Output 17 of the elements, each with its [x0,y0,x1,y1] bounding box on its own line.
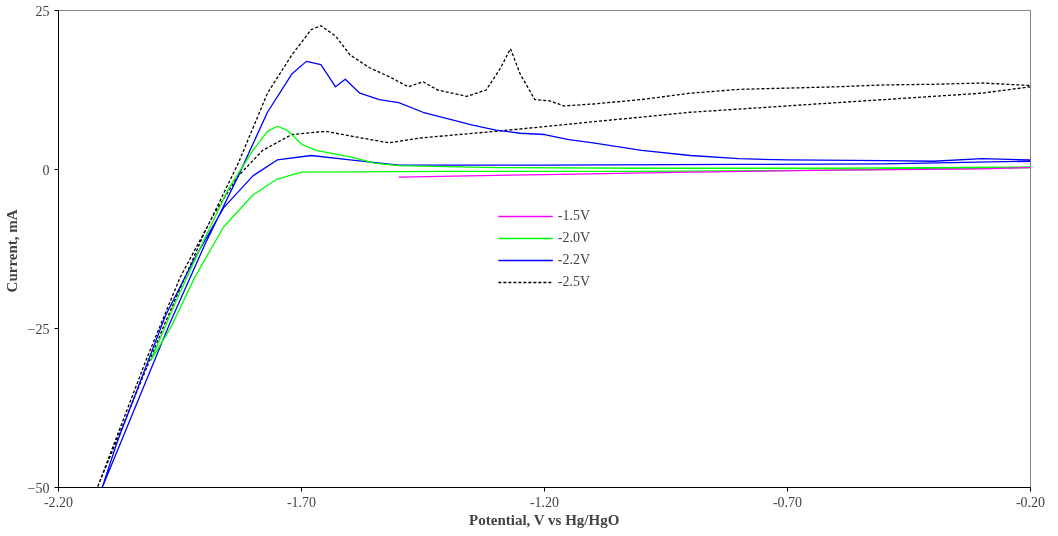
x-tick-label: -0.70 [772,494,803,510]
x-tick-label: -1.70 [286,494,317,510]
legend-label: -2.2V [557,251,591,268]
x-tick-label: -2.20 [43,494,74,510]
x-tick-label: -1.20 [529,494,560,510]
legend-label: -1.5V [557,207,591,224]
x-tick-label: -0.20 [1015,494,1046,510]
x-axis-title: Potential, V vs Hg/HgO [469,511,620,528]
y-tick-label: 0 [42,162,50,178]
line-series [150,125,1031,361]
legend-label: -2.0V [557,229,591,246]
y-tick-label: 25 [35,3,50,19]
legend-label: -2.5V [557,273,591,290]
y-tick-label: −25 [27,321,50,337]
y-axis-title: Current, mA [3,209,20,293]
line-series [398,166,1031,178]
y-tick-label: −50 [27,480,50,496]
